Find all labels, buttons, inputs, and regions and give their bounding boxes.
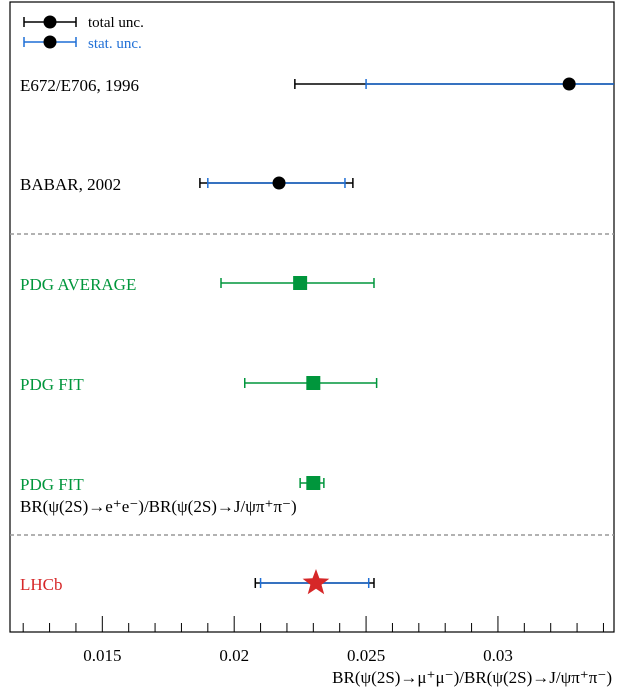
data-point <box>293 276 308 290</box>
measurement-label: BABAR, 2002 <box>20 175 121 194</box>
measurements: E672/E706, 1996 BABAR, 2002 PDG AVERAGE PDG… <box>20 76 614 595</box>
legend-total-label: total unc. <box>88 15 144 31</box>
legend-stat-label: stat. unc. <box>88 36 142 52</box>
measurement-label: PDG AVERAGE <box>20 275 136 294</box>
data-point <box>272 176 286 190</box>
x-tick-label: 0.025 <box>347 646 385 665</box>
measurement-label: PDG FIT <box>20 475 84 494</box>
measurement-label: PDG FIT <box>20 375 84 394</box>
x-axis-label: BR(ψ(2S)→μ⁺μ⁻)/BR(ψ(2S)→J/ψπ⁺π⁻) <box>332 668 612 687</box>
x-axis: 0.015 0.02 0.025 0.03 <box>22 616 604 665</box>
x-tick-label: 0.02 <box>219 646 249 665</box>
measurement-label-line2: BR(ψ(2S)→e⁺e⁻)/BR(ψ(2S)→J/ψπ⁺π⁻) <box>20 497 297 516</box>
x-tick-label: 0.03 <box>483 646 513 665</box>
measurement-label: E672/E706, 1996 <box>20 76 139 95</box>
legend: total unc. stat. unc. <box>23 15 144 52</box>
data-point <box>306 376 321 390</box>
data-point <box>302 569 330 595</box>
legend-stat-marker <box>43 35 57 49</box>
data-point <box>562 77 576 91</box>
plot-frame <box>9 1 615 633</box>
measurement-label: LHCb <box>20 575 63 594</box>
x-tick-label: 0.015 <box>83 646 121 665</box>
data-point <box>306 476 321 490</box>
legend-total-marker <box>43 15 57 29</box>
